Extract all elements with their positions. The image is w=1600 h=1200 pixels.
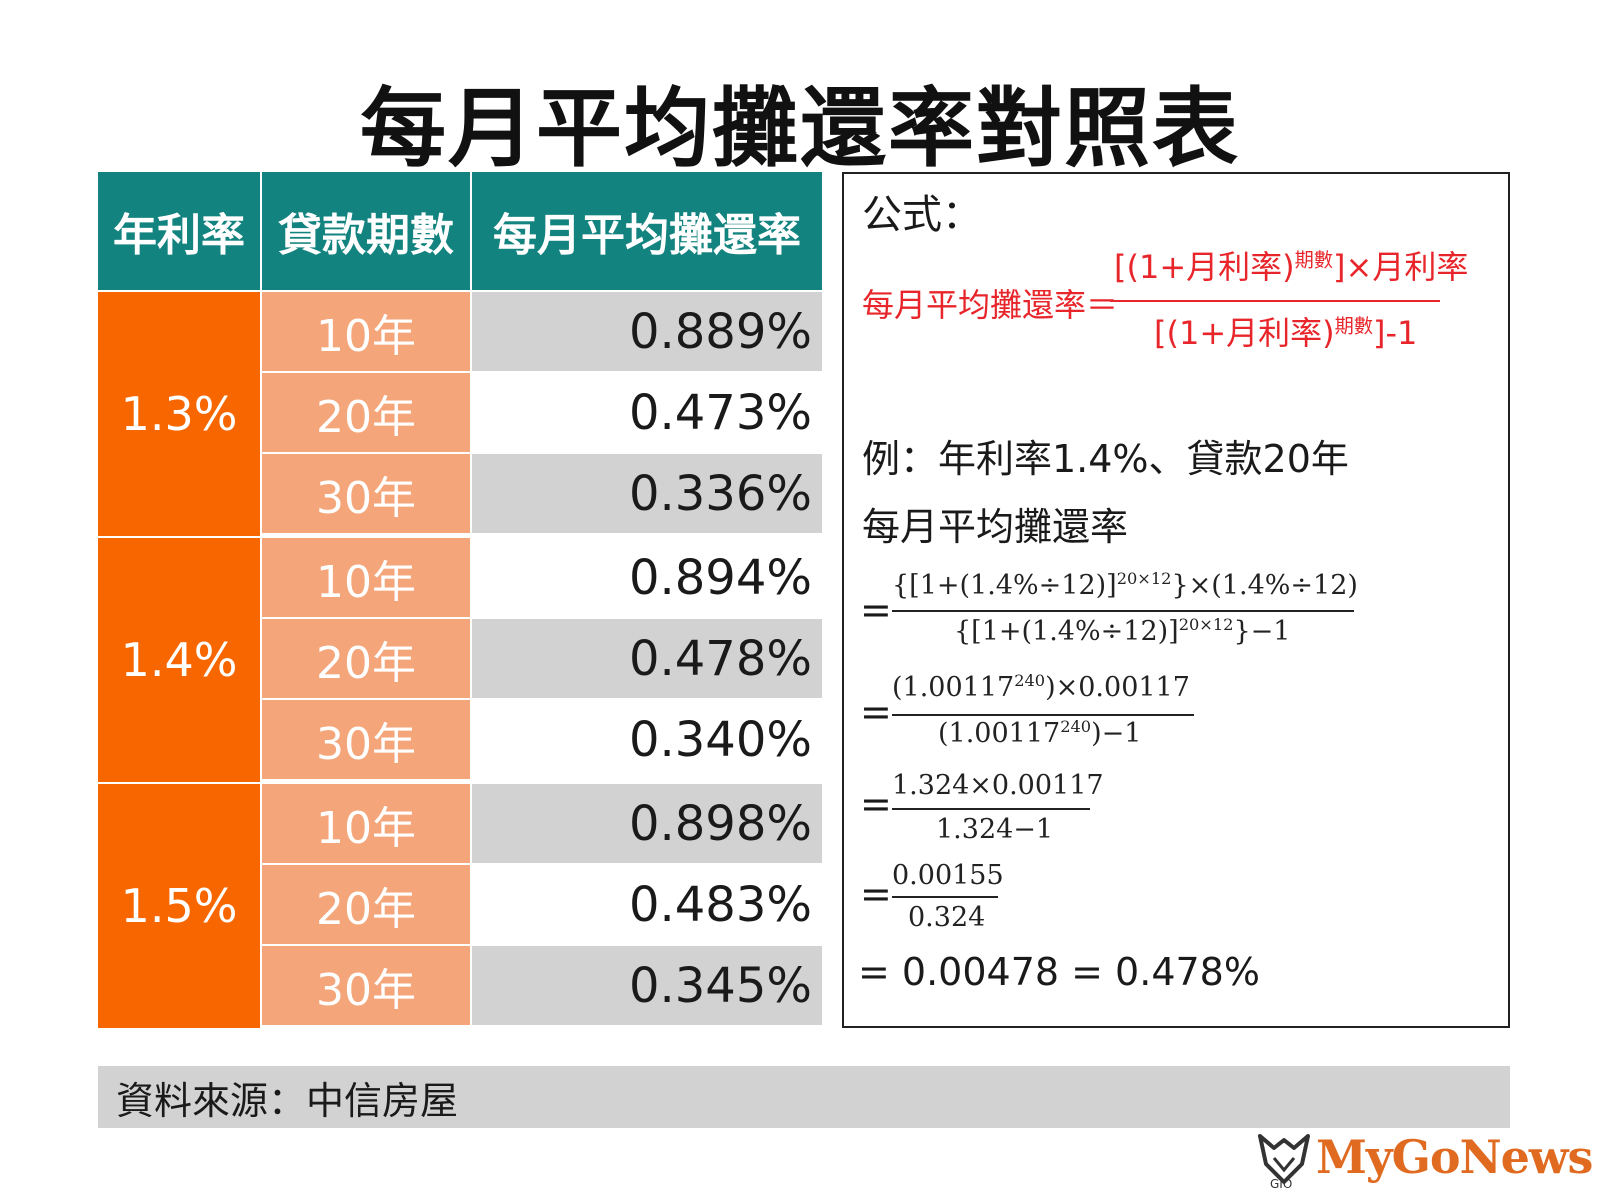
step4-numerator: 0.00155 [892, 860, 1004, 891]
exponent-term: 期數 [1294, 248, 1334, 272]
term-cell: 30年 [262, 700, 470, 779]
formula-denominator: [(1+月利率)期數]-1 [1154, 314, 1418, 352]
formula-numerator: [(1+月利率)期數]×月利率 [1114, 248, 1469, 286]
payment-cell: 0.889% [472, 292, 822, 371]
header-monthly-payment-rate: 每月平均攤還率 [472, 172, 822, 290]
term-cell: 10年 [262, 292, 470, 371]
rate-cell: 1.3% [98, 292, 260, 536]
example-line: 例：年利率1.4%、貸款20年 [862, 437, 1349, 481]
fraction-bar [892, 610, 1354, 612]
formula-heading: 公式： [862, 192, 982, 238]
payment-cell: 0.336% [472, 454, 822, 533]
rate-cell: 1.4% [98, 538, 260, 782]
example-subject: 每月平均攤還率 [862, 505, 1129, 549]
step1-numerator: {[1+(1.4%÷12)]20×12}×(1.4%÷12) [892, 569, 1358, 601]
payment-cell: 0.340% [472, 700, 822, 779]
minus-one: -1 [1385, 314, 1418, 352]
logo-sub-text: GIO [1270, 1177, 1292, 1190]
term-cell: 10年 [262, 784, 470, 863]
times-rate: ×月利率 [1345, 248, 1469, 286]
payment-cell: 0.894% [472, 538, 822, 617]
term-cell: 20年 [262, 373, 470, 452]
formula-panel: 公式： 每月平均攤還率＝ [(1+月利率)期數]×月利率 [(1+月利率)期數]… [842, 172, 1510, 1028]
amortization-table: 年利率 貸款期數 每月平均攤還率 1.3% 10年 0.889% 20年 0.4… [98, 172, 822, 1032]
term-cell: 20年 [262, 865, 470, 944]
equals-sign: = [860, 588, 892, 632]
mygonews-logo: GIO MyGoNews [1256, 1130, 1593, 1191]
term-cell: 30年 [262, 454, 470, 533]
term-cell: 20年 [262, 619, 470, 698]
equals-sign: = [860, 782, 892, 826]
formula-lhs: 每月平均攤還率＝ [862, 286, 1119, 324]
payment-cell: 0.345% [472, 946, 822, 1025]
fraction-bar [892, 896, 998, 898]
fraction-bar [1110, 300, 1440, 302]
equals-sign: = [860, 690, 892, 734]
page-title: 每月平均攤還率對照表 [360, 79, 1240, 179]
term-cell: 30年 [262, 946, 470, 1025]
payment-cell: 0.483% [472, 865, 822, 944]
step3-denominator: 1.324−1 [936, 814, 1054, 845]
header-annual-rate: 年利率 [98, 172, 260, 290]
step2-denominator: (1.00117240)−1 [938, 717, 1142, 749]
equals-sign: = [860, 872, 892, 916]
logo-text: MyGoNews [1316, 1130, 1593, 1184]
step4-denominator: 0.324 [908, 902, 986, 933]
step1-denominator: {[1+(1.4%÷12)]20×12}−1 [954, 615, 1291, 647]
fox-icon: GIO [1258, 1134, 1310, 1191]
payment-cell: 0.898% [472, 784, 822, 863]
rate-cell: 1.5% [98, 784, 260, 1028]
final-result: = 0.00478 = 0.478% [858, 950, 1260, 994]
term-cell: 10年 [262, 538, 470, 617]
fraction-bar [892, 714, 1194, 716]
payment-cell: 0.473% [472, 373, 822, 452]
fraction-bar [892, 808, 1090, 810]
step2-numerator: (1.00117240)×0.00117 [892, 671, 1190, 703]
step3-numerator: 1.324×0.00117 [892, 770, 1104, 801]
source-note: 資料來源：中信房屋 [98, 1066, 1510, 1128]
bracket-term: (1+月利率) [1126, 248, 1295, 286]
header-loan-term: 貸款期數 [262, 172, 470, 290]
payment-cell: 0.478% [472, 619, 822, 698]
bracket-term: (1+月利率) [1166, 314, 1335, 352]
exponent-term: 期數 [1334, 314, 1374, 338]
